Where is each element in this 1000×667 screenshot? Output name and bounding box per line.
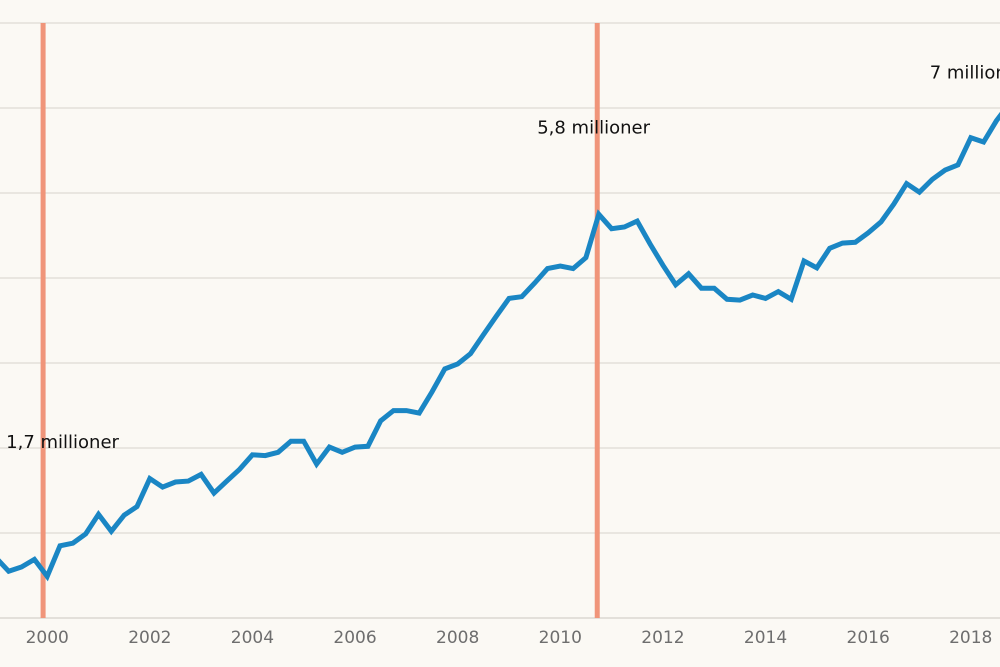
gridlines	[0, 22, 1000, 619]
annotation-label: 7 million	[930, 62, 1000, 83]
x-tick-label: 2004	[231, 628, 274, 648]
event-markers	[40, 23, 600, 618]
x-tick-label: 2016	[847, 628, 890, 648]
series-line	[0, 111, 1000, 582]
x-tick-label: 2012	[641, 628, 684, 648]
annotation-label: 5,8 millioner	[537, 118, 650, 139]
x-tick-label: 2018	[949, 628, 992, 648]
x-tick-label: 2006	[333, 628, 376, 648]
annotations: 1,7 millioner 5,8 millioner 7 million	[6, 62, 1000, 453]
series-layer	[0, 111, 1000, 582]
x-tick-label: 2014	[744, 628, 787, 648]
x-tick-label: 2008	[436, 628, 479, 648]
x-axis-ticks: 2000 2002 2004 2006 2008 2010 2012 2014 2016 2018	[26, 628, 993, 648]
x-tick-label: 2000	[26, 628, 69, 648]
annotation-label: 1,7 millioner	[6, 432, 119, 453]
x-tick-label: 2010	[539, 628, 582, 648]
x-tick-label: 2002	[128, 628, 171, 648]
